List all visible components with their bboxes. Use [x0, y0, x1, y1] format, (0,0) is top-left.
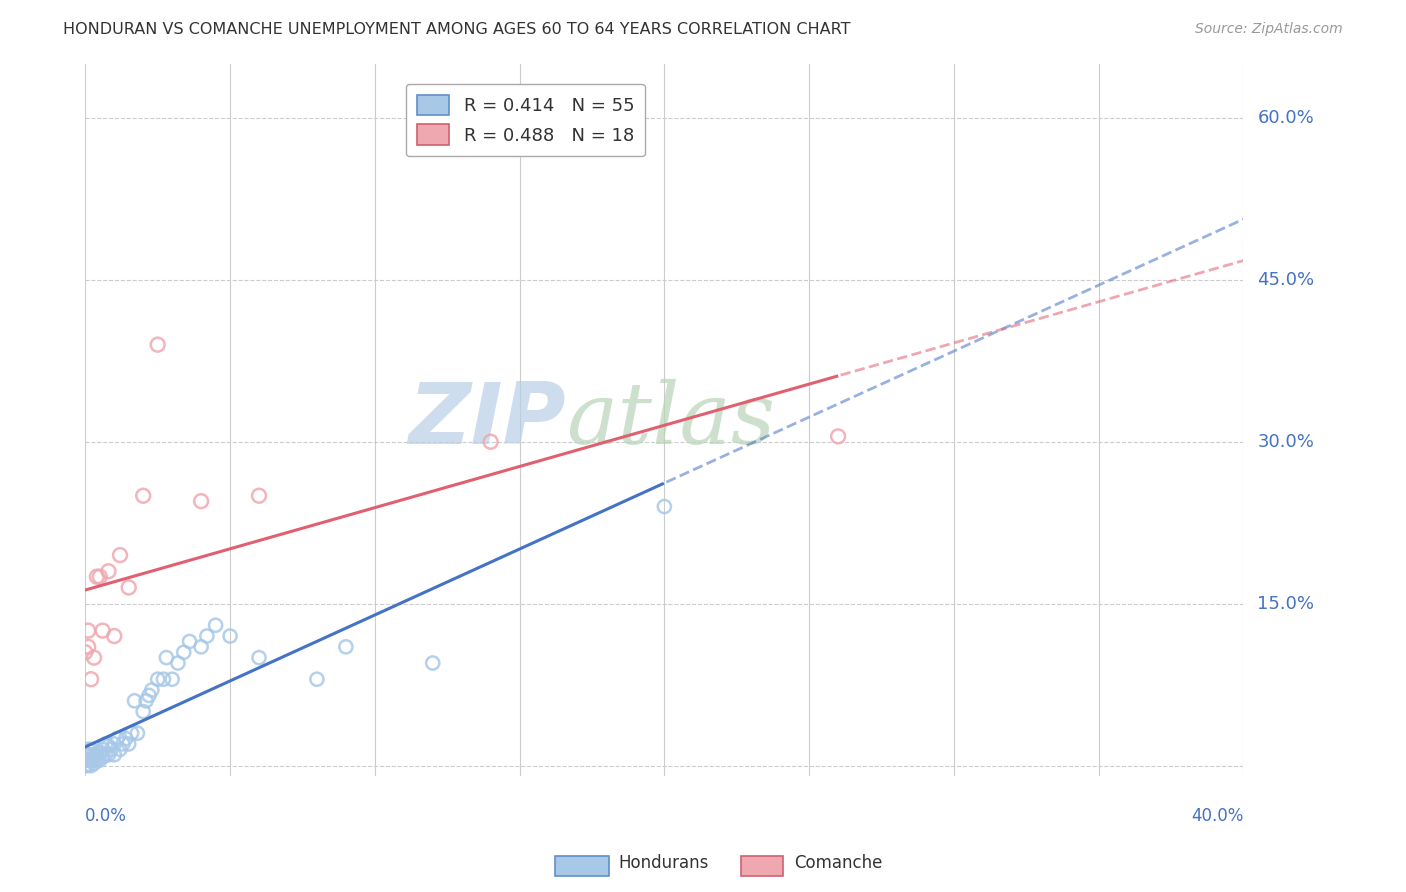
- Point: [146, 672, 169, 686]
- Point: [103, 747, 125, 762]
- Point: [422, 656, 444, 670]
- Text: HONDURAN VS COMANCHE UNEMPLOYMENT AMONG AGES 60 TO 64 YEARS CORRELATION CHART: HONDURAN VS COMANCHE UNEMPLOYMENT AMONG …: [63, 22, 851, 37]
- Point: [77, 753, 100, 767]
- Point: [97, 747, 120, 762]
- Point: [654, 500, 676, 514]
- Text: atlas: atlas: [567, 379, 775, 461]
- Point: [132, 489, 155, 503]
- Point: [121, 726, 143, 740]
- Point: [152, 672, 174, 686]
- Text: 0.0%: 0.0%: [86, 806, 127, 824]
- Point: [100, 742, 122, 756]
- Point: [91, 742, 114, 756]
- Y-axis label: Unemployment Among Ages 60 to 64 years: Unemployment Among Ages 60 to 64 years: [0, 252, 7, 588]
- Point: [141, 683, 163, 698]
- Point: [77, 742, 100, 756]
- Point: [77, 624, 100, 638]
- Point: [91, 750, 114, 764]
- Point: [75, 753, 97, 767]
- Point: [97, 739, 120, 753]
- Point: [219, 629, 242, 643]
- Point: [83, 753, 105, 767]
- Point: [195, 629, 218, 643]
- Point: [167, 656, 190, 670]
- Point: [83, 650, 105, 665]
- Text: Source: ZipAtlas.com: Source: ZipAtlas.com: [1195, 22, 1343, 37]
- Point: [135, 694, 157, 708]
- Point: [114, 731, 136, 746]
- Point: [247, 650, 270, 665]
- Point: [190, 494, 212, 508]
- Point: [75, 645, 97, 659]
- Point: [190, 640, 212, 654]
- Point: [103, 737, 125, 751]
- Point: [127, 726, 149, 740]
- Point: [111, 737, 134, 751]
- Point: [75, 758, 97, 772]
- Point: [77, 640, 100, 654]
- Text: Hondurans: Hondurans: [619, 855, 709, 872]
- Point: [86, 753, 108, 767]
- Point: [75, 747, 97, 762]
- Point: [80, 742, 103, 756]
- Point: [80, 747, 103, 762]
- Point: [86, 570, 108, 584]
- Point: [204, 618, 226, 632]
- Point: [105, 731, 128, 746]
- Point: [155, 650, 177, 665]
- Point: [80, 758, 103, 772]
- Point: [108, 742, 131, 756]
- Legend: R = 0.414   N = 55, R = 0.488   N = 18: R = 0.414 N = 55, R = 0.488 N = 18: [406, 84, 645, 156]
- Point: [80, 672, 103, 686]
- Point: [77, 758, 100, 772]
- Point: [118, 737, 141, 751]
- Point: [827, 429, 849, 443]
- Point: [97, 564, 120, 578]
- Point: [94, 737, 117, 751]
- Point: [160, 672, 183, 686]
- Point: [89, 746, 111, 760]
- Text: 40.0%: 40.0%: [1191, 806, 1243, 824]
- Text: Comanche: Comanche: [794, 855, 883, 872]
- Point: [173, 645, 195, 659]
- Point: [479, 434, 502, 449]
- Text: 30.0%: 30.0%: [1257, 433, 1315, 450]
- Point: [91, 624, 114, 638]
- Point: [108, 548, 131, 562]
- Point: [305, 672, 328, 686]
- Text: 60.0%: 60.0%: [1257, 109, 1315, 127]
- Text: 45.0%: 45.0%: [1257, 271, 1315, 289]
- Point: [146, 337, 169, 351]
- Text: 15.0%: 15.0%: [1257, 595, 1315, 613]
- Point: [77, 747, 100, 762]
- Point: [89, 570, 111, 584]
- Text: ZIP: ZIP: [408, 379, 567, 462]
- Point: [118, 581, 141, 595]
- Point: [103, 629, 125, 643]
- Point: [138, 689, 160, 703]
- Point: [132, 705, 155, 719]
- Point: [94, 747, 117, 762]
- Point: [83, 747, 105, 762]
- Point: [124, 694, 146, 708]
- Point: [83, 756, 105, 771]
- Point: [89, 753, 111, 767]
- Point: [247, 489, 270, 503]
- Point: [179, 634, 201, 648]
- Point: [80, 753, 103, 767]
- Point: [335, 640, 357, 654]
- Point: [86, 747, 108, 762]
